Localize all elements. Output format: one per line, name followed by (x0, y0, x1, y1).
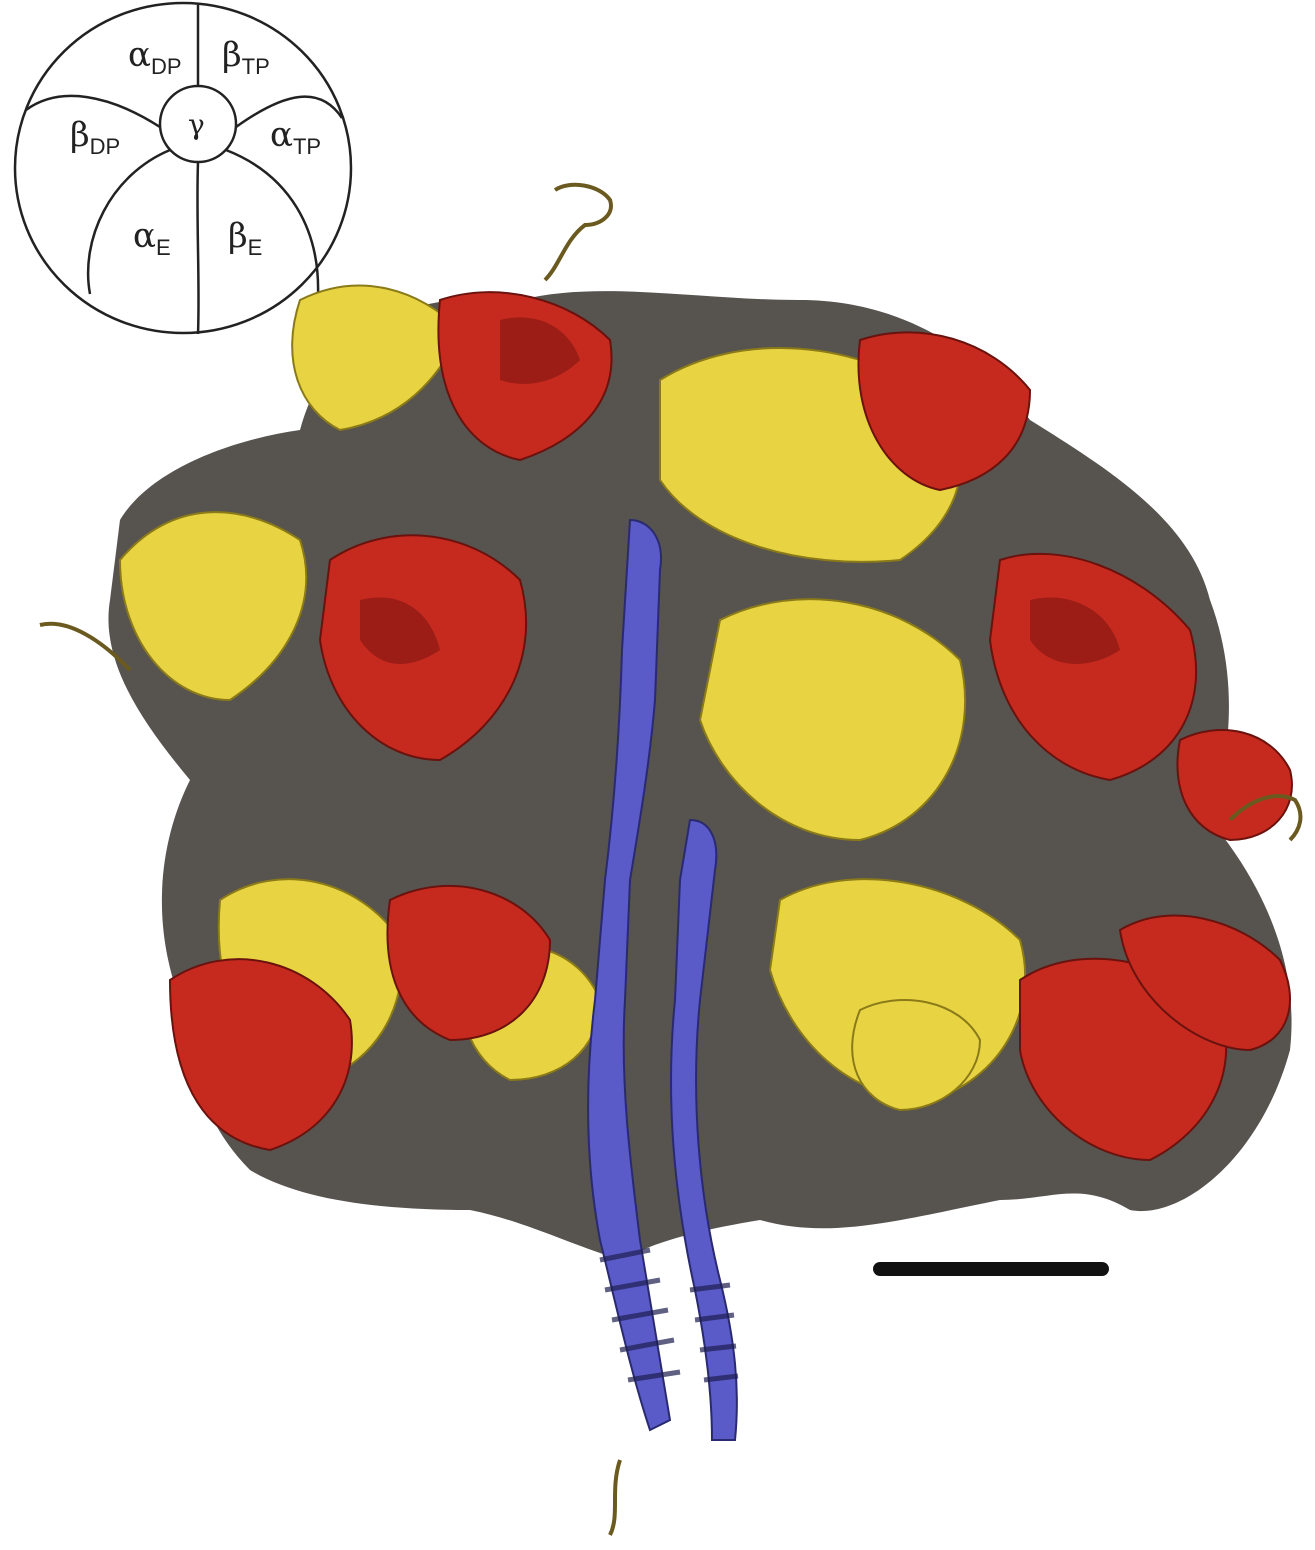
label-alpha-tp: αTP (270, 115, 321, 159)
scale-bar (873, 1262, 1109, 1276)
subunit-diagram-inset (15, 3, 351, 334)
label-gamma: γ (188, 108, 205, 141)
label-alpha-dp: αDP (128, 35, 182, 79)
label-beta-e: βE (228, 216, 262, 260)
inset-divider-upper-left (26, 96, 160, 127)
label-beta-dp: βDP (70, 115, 120, 159)
protein-ribbon-structure (40, 185, 1300, 1535)
inset-outline (15, 3, 351, 333)
label-alpha-e: αE (133, 216, 171, 260)
inset-divider-lower-left (88, 150, 170, 294)
inset-divider-bottom (197, 162, 198, 334)
inset-labels: αDP βTP βDP γ αTP αE βE (70, 35, 321, 260)
label-beta-tp: βTP (222, 35, 270, 79)
